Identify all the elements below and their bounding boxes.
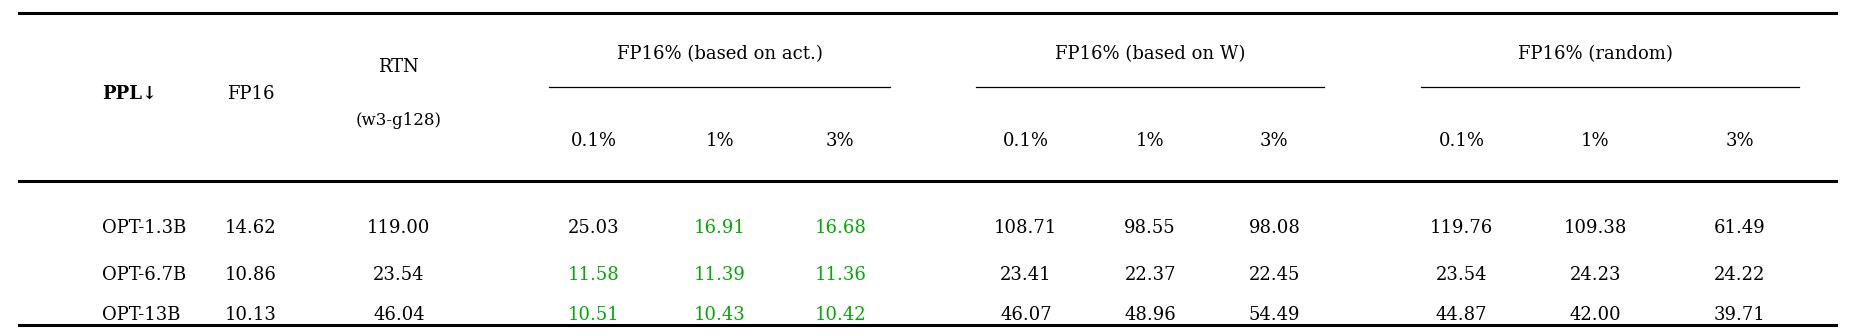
Text: 1%: 1% — [1580, 132, 1610, 150]
Text: FP16% (random): FP16% (random) — [1517, 45, 1673, 63]
Text: 11.58: 11.58 — [568, 266, 620, 284]
Text: 14.62: 14.62 — [224, 219, 276, 237]
Text: 10.42: 10.42 — [814, 306, 866, 324]
Text: 108.71: 108.71 — [994, 219, 1057, 237]
Text: 48.96: 48.96 — [1124, 306, 1176, 324]
Text: 0.1%: 0.1% — [1439, 132, 1484, 150]
Text: 3%: 3% — [825, 132, 855, 150]
Text: 119.00: 119.00 — [367, 219, 430, 237]
Text: 16.91: 16.91 — [694, 219, 746, 237]
Text: OPT-13B: OPT-13B — [102, 306, 180, 324]
Text: 98.08: 98.08 — [1248, 219, 1300, 237]
Text: 1%: 1% — [705, 132, 735, 150]
Text: 1%: 1% — [1135, 132, 1165, 150]
Text: 24.23: 24.23 — [1569, 266, 1621, 284]
Text: 10.51: 10.51 — [568, 306, 620, 324]
Text: 46.04: 46.04 — [373, 306, 425, 324]
Text: 22.37: 22.37 — [1124, 266, 1176, 284]
Text: 23.54: 23.54 — [373, 266, 425, 284]
Text: FP16% (based on act.): FP16% (based on act.) — [618, 45, 822, 63]
Text: RTN: RTN — [378, 58, 419, 76]
Text: 54.49: 54.49 — [1248, 306, 1300, 324]
Text: FP16: FP16 — [226, 85, 275, 103]
Text: (w3-g128): (w3-g128) — [356, 112, 441, 129]
Text: PPL↓: PPL↓ — [102, 85, 158, 103]
Text: 10.43: 10.43 — [694, 306, 746, 324]
Text: 10.86: 10.86 — [224, 266, 276, 284]
Text: 0.1%: 0.1% — [571, 132, 616, 150]
Text: 11.36: 11.36 — [814, 266, 866, 284]
Text: 10.13: 10.13 — [224, 306, 276, 324]
Text: 3%: 3% — [1260, 132, 1289, 150]
Text: 61.49: 61.49 — [1714, 219, 1766, 237]
Text: 46.07: 46.07 — [1000, 306, 1052, 324]
Text: 11.39: 11.39 — [694, 266, 746, 284]
Text: 109.38: 109.38 — [1564, 219, 1627, 237]
Text: 16.68: 16.68 — [814, 219, 866, 237]
Text: FP16% (based on W): FP16% (based on W) — [1055, 45, 1245, 63]
Text: 22.45: 22.45 — [1248, 266, 1300, 284]
Text: OPT-1.3B: OPT-1.3B — [102, 219, 186, 237]
Text: 44.87: 44.87 — [1436, 306, 1488, 324]
Text: 25.03: 25.03 — [568, 219, 620, 237]
Text: 24.22: 24.22 — [1714, 266, 1766, 284]
Text: 98.55: 98.55 — [1124, 219, 1176, 237]
Text: 119.76: 119.76 — [1430, 219, 1493, 237]
Text: OPT-6.7B: OPT-6.7B — [102, 266, 186, 284]
Text: 42.00: 42.00 — [1569, 306, 1621, 324]
Text: 23.41: 23.41 — [1000, 266, 1052, 284]
Text: 23.54: 23.54 — [1436, 266, 1488, 284]
Text: 3%: 3% — [1725, 132, 1755, 150]
Text: 0.1%: 0.1% — [1004, 132, 1048, 150]
Text: 39.71: 39.71 — [1714, 306, 1766, 324]
